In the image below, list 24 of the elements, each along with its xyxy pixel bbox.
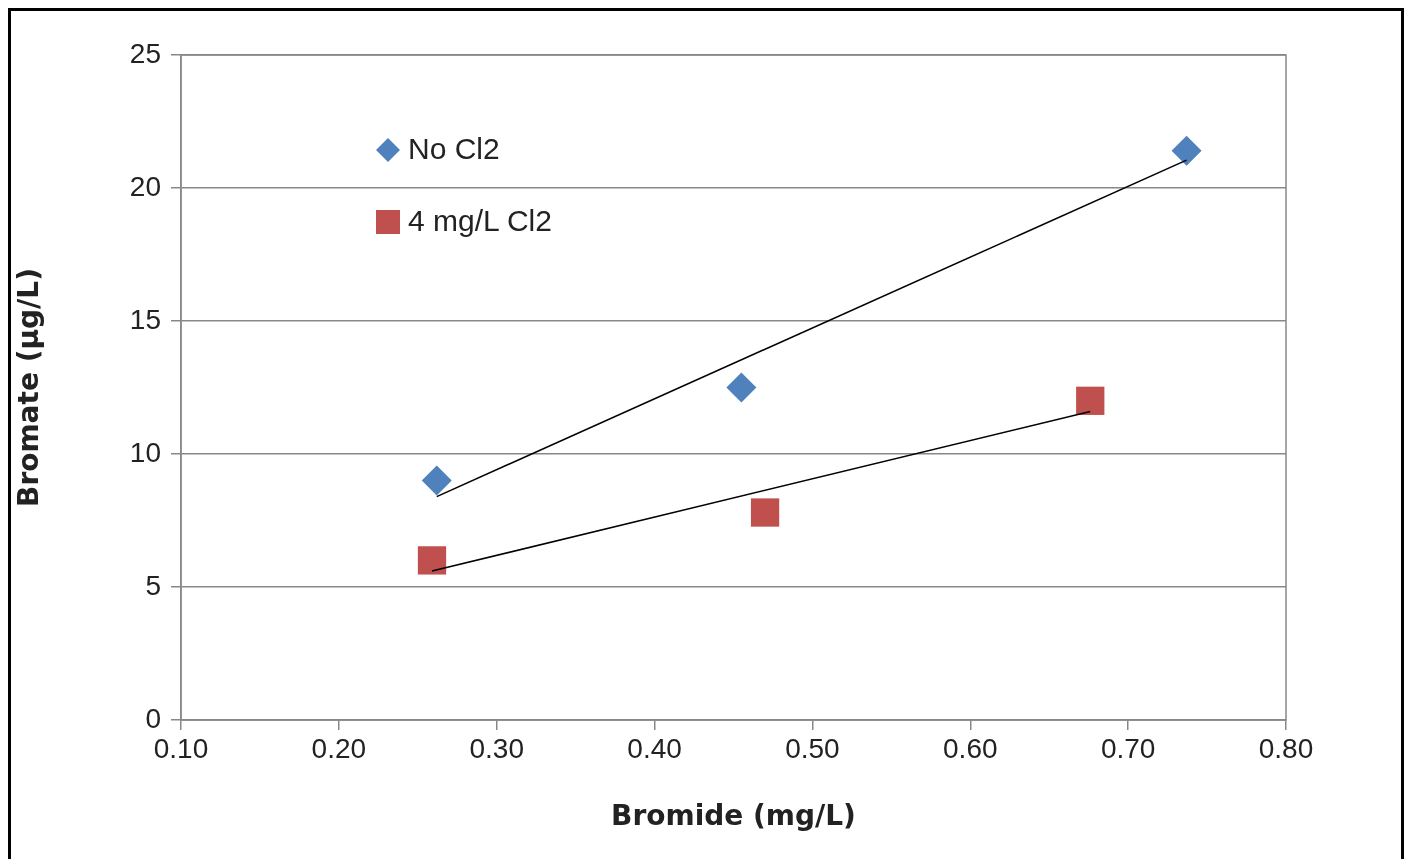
x-tick-label: 0.80 xyxy=(1258,732,1314,764)
y-tick-label: 0 xyxy=(145,702,161,734)
point xyxy=(1171,135,1202,166)
legend-label: No Cl2 xyxy=(408,132,500,166)
y-tick-label: 5 xyxy=(145,569,161,601)
x-tick-label: 0.70 xyxy=(1100,732,1156,764)
x-axis-title: Bromide (mg/L) xyxy=(611,799,856,833)
x-tick-label: 0.30 xyxy=(469,732,524,764)
point xyxy=(421,465,452,496)
y-tick-label: 25 xyxy=(129,37,161,69)
y-tick-label: 10 xyxy=(129,436,161,468)
point xyxy=(1076,386,1105,415)
y-tick-label: 15 xyxy=(129,303,161,335)
point xyxy=(417,546,447,575)
point xyxy=(750,498,780,527)
x-tick-label: 0.10 xyxy=(153,732,209,764)
y-axis-title: Bromate (µg/L) xyxy=(12,268,46,507)
y-tick-label: 20 xyxy=(129,170,161,202)
x-tick-label: 0.20 xyxy=(311,732,367,764)
x-tick-label: 0.40 xyxy=(627,732,682,764)
x-tick-label: 0.50 xyxy=(785,732,840,764)
legend-label: 4 mg/L Cl2 xyxy=(408,204,552,238)
x-tick-label: 0.60 xyxy=(943,732,998,764)
point xyxy=(726,372,757,403)
